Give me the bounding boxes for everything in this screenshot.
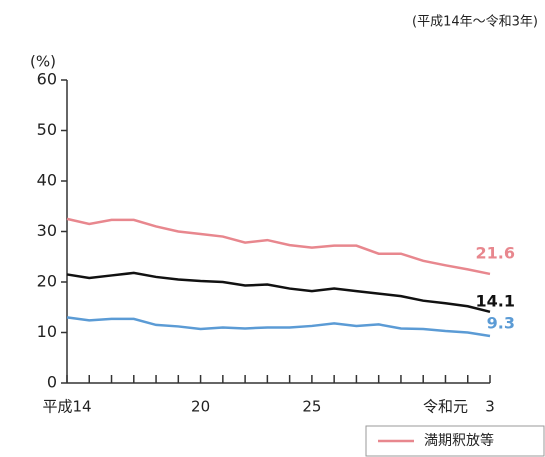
y-tick-label: 50	[37, 120, 57, 139]
series-line	[66, 316, 491, 338]
legend-label: 満期釈放等	[424, 432, 494, 449]
x-tick-label: 平成14	[42, 398, 91, 416]
y-tick-label: 0	[47, 373, 57, 392]
x-tick-label: 3	[485, 398, 495, 416]
x-tick-label: 25	[302, 398, 321, 416]
x-tick-label: 20	[191, 398, 210, 416]
y-tick-label: 60	[37, 70, 57, 89]
y-axis-label: (%)	[30, 53, 56, 71]
chart-subtitle: (平成14年～令和3年)	[412, 15, 538, 30]
y-tick-label: 10	[37, 322, 57, 341]
y-tick-label: 30	[37, 221, 57, 240]
end-value-label: 21.6	[476, 243, 515, 262]
y-tick-label: 40	[37, 171, 57, 190]
y-tick-label: 20	[37, 272, 57, 291]
series-line	[66, 271, 491, 314]
x-tick-label: 令和元	[423, 398, 468, 416]
end-value-label: 9.3	[487, 314, 515, 333]
series-line	[66, 217, 491, 276]
end-value-label: 14.1	[476, 291, 515, 310]
